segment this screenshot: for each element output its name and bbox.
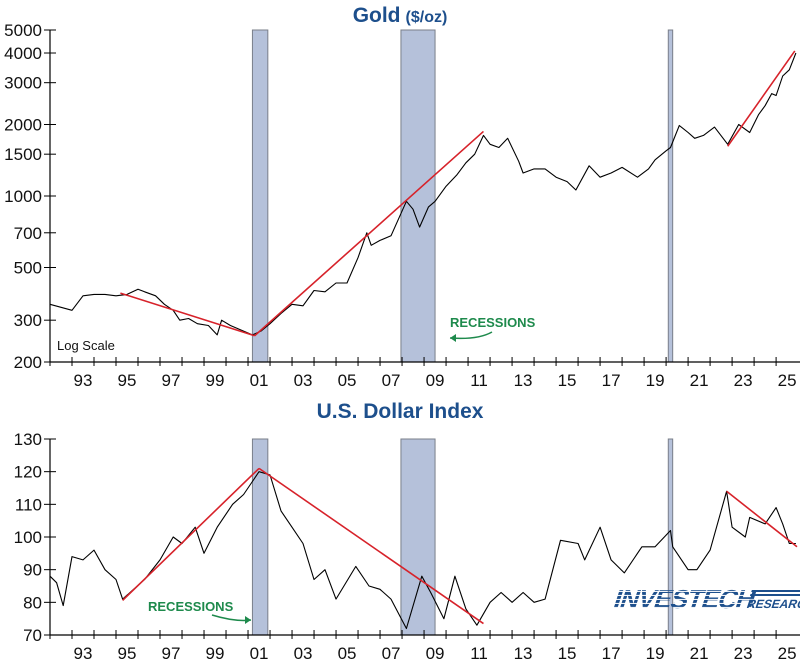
x-tick-label: 97 xyxy=(162,644,181,663)
y-tick-label: 120 xyxy=(14,463,42,482)
x-tick-label: 93 xyxy=(74,644,93,663)
x-tick-label: 25 xyxy=(778,644,797,663)
y-tick-label: 4000 xyxy=(4,44,42,63)
x-tick-label: 15 xyxy=(558,371,577,390)
gold-price-line xyxy=(49,52,797,336)
svg-text:RESEARCH: RESEARCH xyxy=(745,597,800,611)
x-tick-label: 23 xyxy=(734,371,753,390)
x-tick-label: 01 xyxy=(250,644,269,663)
recession-band xyxy=(400,29,436,363)
y-tick-label: 1500 xyxy=(4,145,42,164)
gold-chart: Gold ($/oz) 200 300 500 700 1000 1500 2000 3000 40… xyxy=(4,4,800,390)
y-tick-label: 70 xyxy=(23,626,42,645)
y-tick-label: 300 xyxy=(14,311,42,330)
recessions-arrowhead xyxy=(245,616,251,624)
recessions-arrow xyxy=(449,331,493,340)
chart-title-text: U.S. Dollar Index xyxy=(317,400,484,423)
x-tick-label: 97 xyxy=(162,371,181,390)
y-tick-label: 90 xyxy=(23,561,42,580)
y-tick-label: 3000 xyxy=(4,74,42,93)
x-tick-label: 15 xyxy=(558,644,577,663)
recession-band xyxy=(251,29,269,363)
x-tick-label: 19 xyxy=(646,644,665,663)
trend-line xyxy=(726,490,798,548)
usd-dollar-chart: U.S. Dollar Index 70 80 90 100 110 120 130 93 95 9… xyxy=(14,400,800,663)
y-tick-label: 2000 xyxy=(4,116,42,135)
x-tick-label: 13 xyxy=(514,644,533,663)
x-tick-label: 11 xyxy=(470,371,488,390)
y-tick-label: 80 xyxy=(23,593,42,612)
recessions-arrowhead xyxy=(450,334,456,342)
trend-line xyxy=(120,292,255,337)
chart-title-unit: ($/oz) xyxy=(406,9,448,26)
x-tick-label: 13 xyxy=(514,371,533,390)
trend-line xyxy=(254,130,484,337)
chart-title-text: Gold xyxy=(353,4,401,27)
x-tick-label: 23 xyxy=(734,644,753,663)
x-tick-label: 21 xyxy=(690,644,709,663)
x-tick-label: 21 xyxy=(690,371,709,390)
x-tick-label: 05 xyxy=(338,644,357,663)
y-tick-label: 130 xyxy=(14,430,42,449)
investech-logo: INVESTECH RESEARCH xyxy=(610,585,800,614)
trend-line xyxy=(727,50,796,147)
trend-line xyxy=(122,467,260,601)
y-tick-label: 1000 xyxy=(4,187,42,206)
x-tick-label: 09 xyxy=(426,644,445,663)
x-tick-label: 17 xyxy=(602,371,621,390)
recessions-label: RECESSIONS xyxy=(148,599,234,614)
y-tick-label: 700 xyxy=(14,224,42,243)
x-tick-label: 25 xyxy=(778,371,797,390)
x-tick-label: 07 xyxy=(382,371,401,390)
x-tick-label: 09 xyxy=(426,371,445,390)
chart-title: Gold ($/oz) xyxy=(353,4,448,27)
y-tick-label: 200 xyxy=(14,353,42,372)
x-tick-label: 95 xyxy=(118,644,137,663)
log-scale-note: Log Scale xyxy=(57,338,115,353)
y-tick-label: 5000 xyxy=(4,21,42,40)
recession-band xyxy=(400,438,436,636)
y-tick-label: 500 xyxy=(14,258,42,277)
x-tick-label: 05 xyxy=(338,371,357,390)
x-tick-label: 01 xyxy=(250,371,269,390)
x-tick-label: 93 xyxy=(74,371,93,390)
x-tick-label: 95 xyxy=(118,371,137,390)
x-tick-label: 03 xyxy=(294,371,313,390)
dollar-index-line xyxy=(49,471,796,630)
x-tick-label: 03 xyxy=(294,644,313,663)
y-tick-label: 100 xyxy=(14,528,42,547)
svg-text:INVESTECH: INVESTECH xyxy=(610,585,759,614)
x-tick-label: 17 xyxy=(602,644,621,663)
x-tick-label: 11 xyxy=(470,644,488,663)
chart-title: U.S. Dollar Index xyxy=(317,400,484,423)
y-tick-label: 110 xyxy=(15,495,42,514)
x-tick-label: 07 xyxy=(382,644,401,663)
recession-band xyxy=(667,29,674,363)
trend-line xyxy=(258,467,484,625)
x-tick-label: 99 xyxy=(206,644,225,663)
recessions-label: RECESSIONS xyxy=(450,315,536,330)
x-tick-label: 99 xyxy=(206,371,225,390)
x-tick-label: 19 xyxy=(646,371,665,390)
